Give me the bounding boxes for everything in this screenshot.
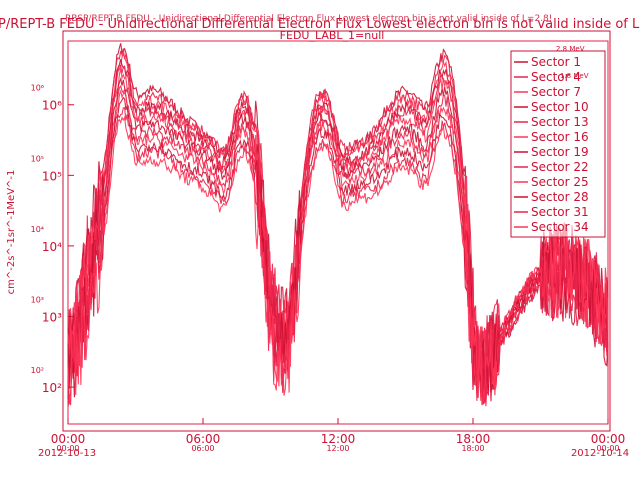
y-tick-label: 10³ xyxy=(42,311,62,325)
series-layer xyxy=(67,43,609,408)
plot-frame-back xyxy=(62,30,611,432)
x-axis: 00:0000:0006:0006:0012:0012:0018:0018:00… xyxy=(38,418,629,459)
legend-entry-label: Sector 19 xyxy=(531,145,589,159)
series-line-sector-4 xyxy=(67,48,609,407)
legend-entry-label: Sector 22 xyxy=(531,160,589,174)
x-tick-label-back: 18:00 xyxy=(461,444,484,453)
legend-entry-label: Sector 10 xyxy=(531,100,589,114)
x-date-label-start: 2012-10-13 xyxy=(38,448,96,459)
legend-entry-label: Sector 25 xyxy=(531,175,589,189)
y-tick-label-back: 10² xyxy=(31,366,44,375)
legend-header-back: 2.8 MeV xyxy=(556,45,585,53)
chart-title: RBSP/REPT-B FEDU - Unidirectional Differ… xyxy=(0,17,640,32)
legend-entry-label: Sector 28 xyxy=(531,190,589,204)
chart-title-back: RBSP/REPT-B FEDU - Unidirectional Differ… xyxy=(65,14,552,24)
legend-entry-label: Sector 13 xyxy=(531,115,589,129)
legend-entry-label: Sector 34 xyxy=(531,220,589,234)
x-date-label-end: 2012-10-14 xyxy=(571,448,629,459)
x-tick-label-back: 06:00 xyxy=(191,444,214,453)
x-tick-label: 00:00 xyxy=(51,432,86,446)
series-line-sector-10 xyxy=(67,59,609,391)
series-line-sector-28 xyxy=(67,96,609,398)
y-tick-label-back: 10³ xyxy=(31,296,44,305)
x-tick-label-back: 00:00 xyxy=(56,444,79,453)
x-tick-label-back: 00:00 xyxy=(596,444,619,453)
legend-entry-label: Sector 7 xyxy=(531,85,581,99)
series-line-sector-22 xyxy=(67,85,609,408)
y-tick-label: 10² xyxy=(42,381,62,395)
y-axis: 10² 10² 10³ 10³ 10⁴ 10⁴ 10⁵ 10⁵ 10⁶ 10⁶ xyxy=(31,84,74,395)
y-tick-label: 10⁵ xyxy=(42,169,62,183)
chart-subtitle: FEDU_LABL_1=null xyxy=(280,29,385,42)
y-tick-label: 10⁶ xyxy=(42,99,62,113)
legend-entry-label: Sector 1 xyxy=(531,55,581,69)
x-tick-label: 06:00 xyxy=(186,432,221,446)
legend-frame xyxy=(510,50,606,238)
legend-header: 1.8 MeV xyxy=(560,72,589,80)
legend-entry-label: Sector 16 xyxy=(531,130,589,144)
x-tick-label: 18:00 xyxy=(456,432,491,446)
legend-entry-label: Sector 4 xyxy=(531,70,581,84)
series-line-sector-31 xyxy=(67,107,609,406)
y-tick-label: 10⁴ xyxy=(42,240,62,254)
x-tick-label: 12:00 xyxy=(321,432,356,446)
y-tick-label-back: 10⁶ xyxy=(31,84,44,93)
series-line-sector-34 xyxy=(67,115,609,406)
y-axis-label: cm^-2s^-1sr^-1MeV^-1 xyxy=(6,170,17,295)
series-line-sector-16 xyxy=(67,68,609,396)
y-tick-label-back: 10⁵ xyxy=(31,154,44,163)
y-tick-label-back: 10⁴ xyxy=(31,225,44,234)
x-tick-label-back: 12:00 xyxy=(326,444,349,453)
x-tick-label: 00:00 xyxy=(591,432,626,446)
legend-entry-label: Sector 31 xyxy=(531,205,589,219)
